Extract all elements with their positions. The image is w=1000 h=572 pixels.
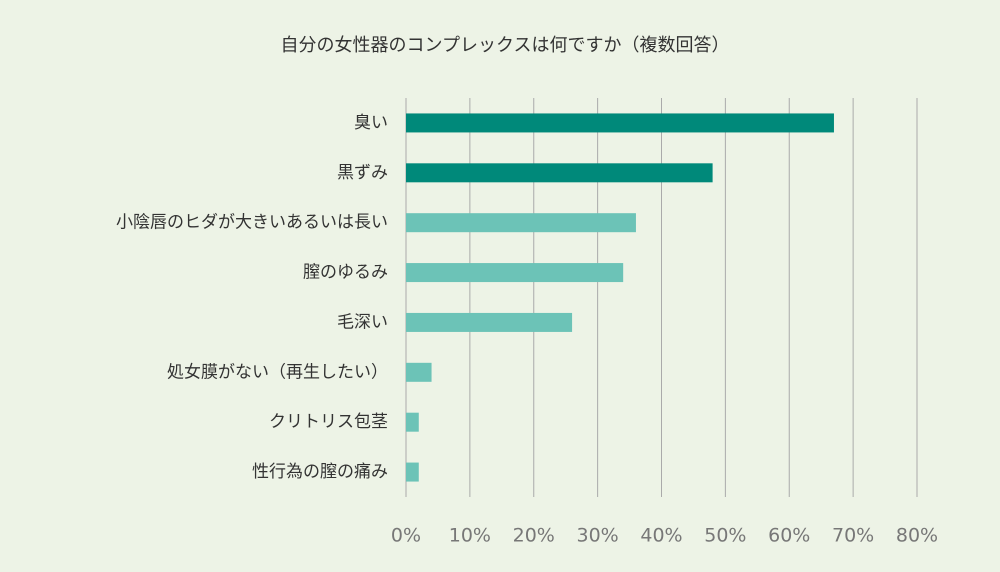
y-tick-label: 性行為の膣の痛み <box>252 462 388 482</box>
x-tick-label: 10% <box>449 525 491 547</box>
bar <box>406 312 573 332</box>
x-tick-label: 40% <box>640 525 682 547</box>
y-tick-label: 臭い <box>354 113 388 133</box>
x-tick-label: 50% <box>704 525 746 547</box>
x-tick-label: 0% <box>391 525 421 547</box>
y-tick-label: 毛深い <box>337 312 388 332</box>
bar <box>406 362 432 382</box>
bar <box>406 412 419 432</box>
y-tick-label: 膣のゆるみ <box>303 263 388 283</box>
bar <box>406 113 834 133</box>
bar <box>406 263 624 283</box>
x-tick-label: 20% <box>513 525 555 547</box>
chart-title: 自分の女性器のコンプレックスは何ですか（複数回答） <box>281 35 730 56</box>
bar <box>406 163 713 183</box>
y-tick-label: 黒ずみ <box>337 163 388 183</box>
y-tick-label: 処女膜がない（再生したい） <box>167 362 388 382</box>
bar <box>406 462 419 482</box>
x-tick-label: 70% <box>832 525 874 547</box>
x-tick-label: 60% <box>768 525 810 547</box>
x-tick-label: 80% <box>896 525 938 547</box>
bar <box>406 213 636 233</box>
y-tick-label: 小陰唇のヒダが大きいあるいは長い <box>116 213 388 233</box>
y-tick-label: クリトリス包茎 <box>269 412 388 432</box>
x-tick-label: 30% <box>577 525 619 547</box>
